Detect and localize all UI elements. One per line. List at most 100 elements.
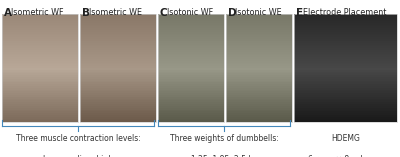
Bar [2,91,78,94]
Bar [158,66,224,68]
Bar [294,79,397,81]
Text: E: E [296,8,303,18]
Bar [226,39,292,41]
Bar [2,25,78,27]
Bar [226,91,292,94]
Bar [80,43,156,45]
Bar [294,46,397,48]
Bar [2,39,78,41]
Bar [294,17,397,19]
Bar [226,106,292,108]
Bar [2,88,78,90]
Bar [80,115,156,117]
Bar [2,41,78,43]
Bar [294,77,397,79]
Bar [2,26,78,29]
Bar [2,90,78,92]
Bar [158,23,224,25]
Bar [158,102,224,104]
Bar [158,90,224,92]
Bar [158,86,224,88]
Bar [294,113,397,115]
Text: C: C [160,8,167,18]
Bar [294,100,397,103]
Bar [294,66,397,68]
Bar [294,26,397,29]
Bar [158,57,224,59]
Bar [80,68,156,70]
Bar [158,55,224,57]
Text: D: D [228,8,236,18]
Bar [294,97,397,99]
Bar [226,64,292,66]
Bar [80,30,156,32]
Bar [158,50,224,52]
Bar [80,39,156,41]
Bar [226,41,292,43]
Bar [294,111,397,113]
Bar [2,59,78,61]
Bar [158,73,224,76]
Bar [294,48,397,50]
Bar [2,117,78,119]
Bar [226,113,292,115]
Bar [158,62,224,65]
Bar [158,17,224,19]
Bar [158,52,224,54]
Bar [80,75,156,77]
Bar [226,45,292,47]
Bar [294,45,397,47]
Text: Isometric WF: Isometric WF [11,8,63,17]
Bar [2,61,78,63]
Bar [226,21,292,23]
Bar [226,14,292,16]
Bar [2,50,78,52]
Text: HDEMG: HDEMG [332,134,360,143]
Bar [294,86,397,88]
Bar [158,14,224,122]
Bar [2,72,78,74]
Bar [80,82,156,84]
Text: Low, median, high: Low, median, high [43,155,113,157]
Bar [80,110,156,112]
Bar [158,75,224,77]
Bar [226,34,292,36]
Bar [294,59,397,61]
Bar [294,102,397,104]
Bar [294,90,397,92]
Bar [294,55,397,57]
Bar [158,46,224,48]
Bar [226,75,292,77]
Bar [226,14,292,122]
Bar [2,52,78,54]
Bar [294,110,397,112]
Text: Electrode Placement: Electrode Placement [303,8,386,17]
Bar [226,28,292,30]
Bar [158,48,224,50]
Bar [80,73,156,76]
Bar [226,66,292,68]
Bar [226,111,292,113]
Bar [294,73,397,76]
Bar [226,25,292,27]
Bar [158,21,224,23]
Bar [2,82,78,84]
Bar [158,99,224,101]
Bar [80,41,156,43]
Bar [158,35,224,38]
Bar [2,100,78,103]
Bar [80,120,156,122]
Bar [294,30,397,32]
Bar [2,110,78,112]
Bar [80,93,156,95]
Bar [226,48,292,50]
Bar [158,41,224,43]
Bar [2,111,78,113]
Bar [80,19,156,21]
Bar [294,57,397,59]
Bar [80,35,156,38]
Bar [158,30,224,32]
Bar [158,113,224,115]
Text: 1.25, 1.85, 2.5 kg: 1.25, 1.85, 2.5 kg [191,155,257,157]
Bar [2,46,78,48]
